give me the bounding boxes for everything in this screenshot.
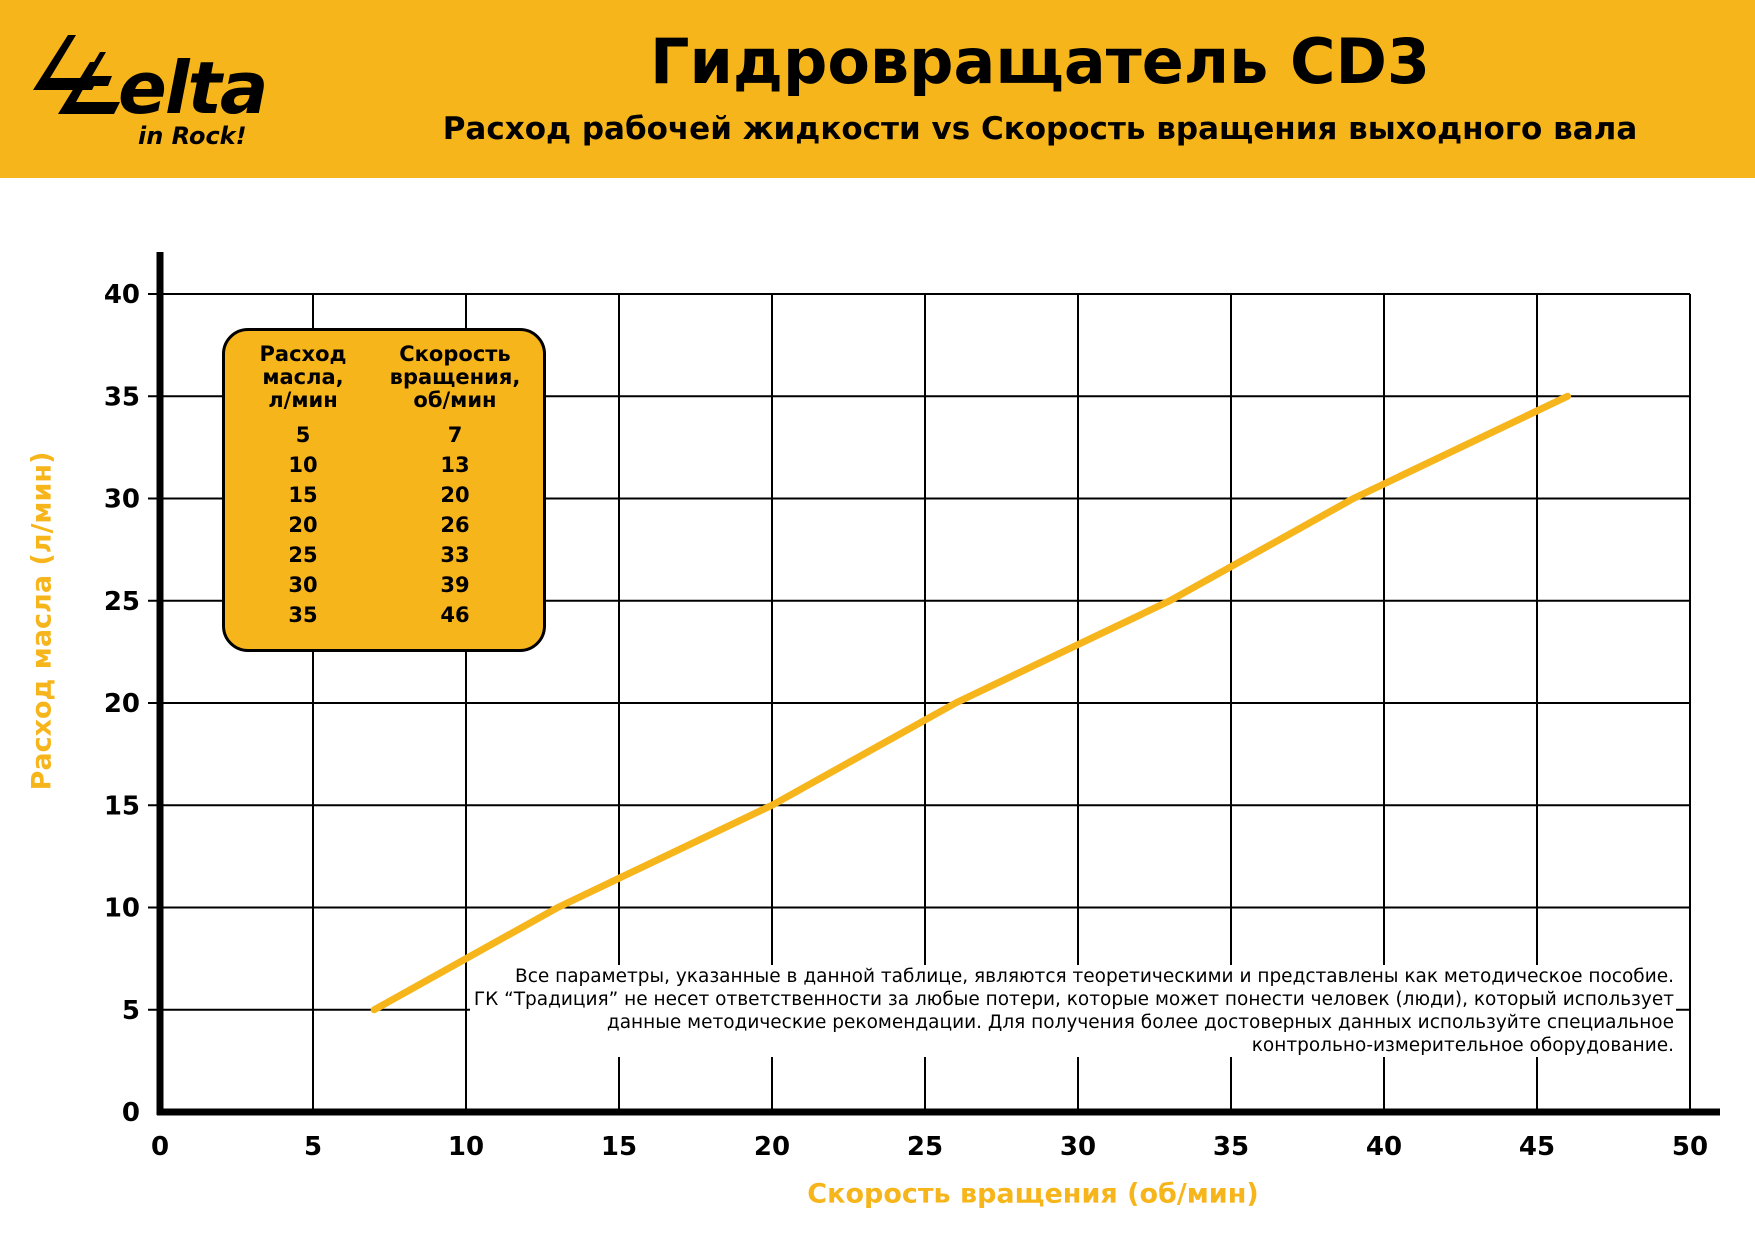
table-cell-flow: 5 [295, 423, 311, 447]
table-cell-flow: 35 [288, 603, 318, 627]
table-header-line: об/мин [413, 388, 497, 412]
table-header-line: л/мин [268, 388, 338, 412]
logo-word: elta [118, 46, 269, 130]
table-cell-speed: 20 [440, 483, 470, 507]
table-header-line: Скорость [399, 342, 511, 366]
logo-tagline: in Rock! [138, 122, 247, 150]
x-axis-label: Скорость вращения (об/мин) [807, 1178, 1259, 1210]
table-cell-flow: 10 [288, 453, 318, 477]
x-tick-label: 50 [1672, 1132, 1708, 1162]
table-header-line: Расход [259, 342, 347, 366]
table-cell-speed: 39 [440, 573, 470, 597]
page-subtitle: Расход рабочей жидкости vs Скорость вращ… [442, 111, 1638, 147]
y-tick-label: 25 [104, 587, 140, 617]
table-cell-flow: 25 [288, 543, 318, 567]
table-column-speed: Скорость вращения, об/мин 7 13 20 26 33 … [385, 343, 525, 630]
x-tick-label: 0 [151, 1132, 169, 1162]
y-tick-label: 30 [104, 485, 140, 515]
x-tick-label: 45 [1519, 1132, 1555, 1162]
table-cell-speed: 46 [440, 603, 470, 627]
series [370, 392, 1572, 1014]
data-table: Расход масла, л/мин 5 10 15 20 25 30 35 … [222, 328, 546, 652]
table-header-flow: Расход масла, л/мин [243, 343, 363, 412]
table-cell-speed: 26 [440, 513, 470, 537]
header-banner: elta in Rock! Гидровращатель CD3 Расход … [0, 0, 1755, 178]
table-cell-speed: 7 [447, 423, 463, 447]
disclaimer-line: данные методические рекомендации. Для по… [606, 1012, 1674, 1033]
x-tick-label: 20 [754, 1132, 790, 1162]
disclaimer-line: контрольно-измерительное оборудование. [1251, 1035, 1674, 1056]
y-tick-label: 10 [104, 894, 140, 924]
y-tick-label: 15 [104, 791, 140, 821]
page-title: Гидровращатель CD3 [649, 25, 1431, 98]
table-cell-flow: 15 [288, 483, 318, 507]
x-tick-label: 15 [601, 1132, 637, 1162]
axes [156, 252, 1720, 1116]
disclaimer-line: Все параметры, указанные в данной таблиц… [515, 966, 1674, 987]
tick-labels: 0 5 10 15 20 25 30 35 40 45 50 0 5 10 15 20 25 30 35 40 [104, 280, 1708, 1162]
table-cell-flow: 20 [288, 513, 318, 537]
delta-logo-icon [33, 35, 120, 114]
y-tick-label: 20 [104, 689, 140, 719]
table-column-flow: Расход масла, л/мин 5 10 15 20 25 30 35 [243, 343, 363, 630]
y-tick-label: 0 [122, 1098, 140, 1128]
x-tick-label: 35 [1213, 1132, 1249, 1162]
x-tick-label: 30 [1060, 1132, 1096, 1162]
x-tick-label: 10 [448, 1132, 484, 1162]
y-axis-label: Расход масла (л/мин) [26, 451, 58, 791]
table-header-line: масла, [262, 365, 344, 389]
x-tick-label: 40 [1366, 1132, 1402, 1162]
logo: elta in Rock! [28, 30, 308, 160]
table-cell-speed: 33 [440, 543, 470, 567]
y-tick-label: 35 [104, 382, 140, 412]
table-header-line: вращения, [389, 365, 521, 389]
table-cell-speed: 13 [440, 453, 470, 477]
x-tick-label: 25 [907, 1132, 943, 1162]
disclaimer-line: ГК “Традиция” не несет ответственности з… [473, 989, 1674, 1010]
x-tick-label: 5 [304, 1132, 322, 1162]
table-cell-flow: 30 [288, 573, 318, 597]
y-tick-label: 40 [104, 280, 140, 310]
y-tick-label: 5 [122, 996, 140, 1026]
table-header-speed: Скорость вращения, об/мин [385, 343, 525, 412]
disclaimer-note: Все параметры, указанные в данной таблиц… [470, 965, 1676, 1057]
